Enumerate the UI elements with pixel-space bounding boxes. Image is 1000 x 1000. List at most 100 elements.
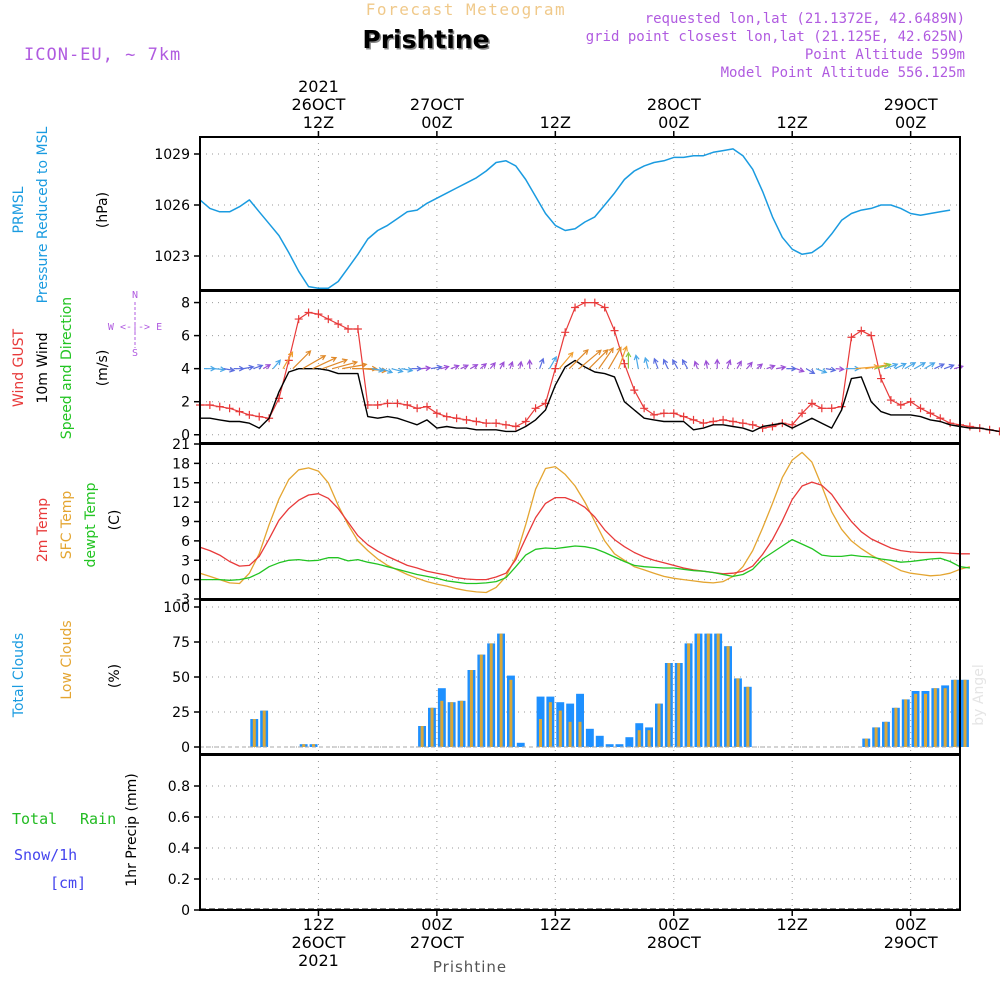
wind-direction-arrow bbox=[746, 361, 753, 370]
wind-direction-arrow bbox=[805, 368, 816, 375]
wind-direction-arrow bbox=[440, 364, 450, 371]
gust-marker bbox=[245, 410, 254, 419]
wind-direction-arrow bbox=[558, 351, 574, 370]
gust-marker bbox=[650, 410, 659, 419]
wind-direction-arrow bbox=[262, 364, 272, 370]
y-tick-label: 0 bbox=[181, 428, 190, 444]
label-c: (C) bbox=[107, 510, 123, 531]
gust-marker bbox=[314, 310, 323, 319]
bar-low-cloud bbox=[450, 702, 454, 747]
gust-marker bbox=[620, 359, 629, 368]
wind-direction-arrow bbox=[243, 364, 255, 371]
y-tick-label: 12 bbox=[172, 495, 190, 511]
wind-direction-arrow bbox=[332, 360, 359, 370]
bottom-station: Prishtine bbox=[433, 958, 507, 976]
bar-low-cloud bbox=[647, 730, 651, 747]
wind-direction-arrow bbox=[578, 349, 602, 370]
gust-marker bbox=[926, 409, 935, 418]
series-line-dewpt-temp bbox=[200, 538, 970, 585]
wind-direction-arrow bbox=[894, 362, 907, 370]
y-tick-label: 0.8 bbox=[168, 779, 190, 795]
station-title: Prishtine bbox=[364, 27, 491, 56]
x-tick-label-top: 28OCT bbox=[647, 95, 701, 114]
wind-direction-arrow bbox=[825, 366, 837, 373]
wind-direction-arrow bbox=[489, 361, 496, 370]
gust-marker bbox=[423, 402, 432, 411]
bar-low-cloud bbox=[578, 721, 582, 747]
gust-marker bbox=[906, 397, 915, 406]
watermark: by Angel bbox=[971, 664, 987, 725]
wind-direction-arrow bbox=[499, 361, 505, 369]
gust-marker bbox=[472, 417, 481, 426]
x-tick-label-bottom: 00Z bbox=[421, 915, 452, 934]
series-line-10m-wind bbox=[200, 359, 1000, 433]
gust-marker bbox=[551, 364, 560, 373]
bar-low-cloud bbox=[440, 700, 444, 747]
wind-direction-arrow bbox=[342, 362, 368, 370]
bar-total-cloud bbox=[516, 742, 525, 747]
bar-total-cloud bbox=[605, 744, 614, 747]
bar-low-cloud bbox=[568, 721, 572, 747]
panel-frame bbox=[199, 136, 961, 291]
wind-direction-arrow bbox=[835, 366, 845, 372]
wind-direction-arrow bbox=[391, 367, 404, 374]
grid-layer bbox=[200, 137, 960, 911]
wind-direction-arrow bbox=[726, 359, 732, 369]
bar-low-cloud bbox=[726, 646, 730, 747]
gust-marker bbox=[699, 419, 708, 428]
label-total: Total bbox=[12, 810, 57, 828]
wind-direction-arrow bbox=[213, 366, 227, 373]
gust-marker bbox=[817, 404, 826, 413]
wind-direction-arrow bbox=[526, 358, 533, 369]
wind-direction-arrow bbox=[934, 363, 946, 370]
gust-marker bbox=[867, 331, 876, 340]
gust-marker bbox=[521, 417, 530, 426]
gust-marker bbox=[728, 417, 737, 426]
x-tick-label-bottom: 12Z bbox=[303, 915, 334, 934]
point-altitude: Point Altitude 599m bbox=[805, 47, 965, 63]
gust-marker bbox=[768, 422, 777, 431]
wind-direction-arrow bbox=[703, 359, 710, 369]
gust-marker bbox=[580, 298, 589, 307]
bar-total-cloud bbox=[576, 693, 584, 747]
gust-marker bbox=[610, 326, 619, 335]
x-tick-label-bottom: 12Z bbox=[540, 915, 571, 934]
label-hpa: (hPa) bbox=[95, 192, 111, 228]
series-line-wind-gust bbox=[200, 302, 1000, 432]
gust-marker bbox=[225, 404, 234, 413]
bar-low-cloud bbox=[924, 693, 927, 747]
gust-marker bbox=[669, 409, 678, 418]
bar-low-cloud bbox=[914, 693, 918, 747]
bar-low-cloud bbox=[302, 744, 306, 747]
wind-direction-arrow bbox=[223, 366, 236, 373]
series-line-sfc-temp bbox=[199, 451, 971, 594]
wind-direction-arrow bbox=[756, 363, 764, 370]
bar-low-cloud bbox=[499, 633, 503, 747]
y-tick-label: 0.6 bbox=[168, 810, 190, 826]
wind-direction-arrow bbox=[381, 368, 394, 374]
bar-low-cloud bbox=[687, 643, 691, 747]
wind-direction-arrow bbox=[653, 357, 659, 369]
gust-marker bbox=[393, 399, 402, 408]
gust-marker bbox=[482, 419, 491, 428]
wind-direction-arrow bbox=[460, 364, 470, 370]
bar-low-cloud bbox=[933, 688, 937, 747]
wind-direction-arrow bbox=[401, 366, 414, 373]
wind-direction-arrow bbox=[681, 358, 689, 369]
panel-frame bbox=[199, 754, 961, 911]
compass-n: N bbox=[132, 290, 138, 301]
wind-direction-arrow bbox=[884, 362, 899, 370]
wind-direction-arrow bbox=[643, 356, 650, 369]
gust-marker bbox=[334, 320, 343, 329]
gust-marker bbox=[679, 412, 688, 421]
bar-low-cloud bbox=[963, 679, 967, 747]
label-speed-direction: Speed and Direction bbox=[59, 297, 75, 439]
wind-direction-arrow bbox=[598, 347, 614, 369]
wind-direction-arrow bbox=[568, 349, 589, 370]
y-tick-label: 2 bbox=[181, 395, 190, 411]
label-wind-gust: Wind GUST bbox=[11, 328, 27, 407]
wind-direction-arrow bbox=[736, 360, 742, 369]
wind-direction-arrow bbox=[766, 364, 776, 370]
gust-marker bbox=[807, 399, 816, 408]
